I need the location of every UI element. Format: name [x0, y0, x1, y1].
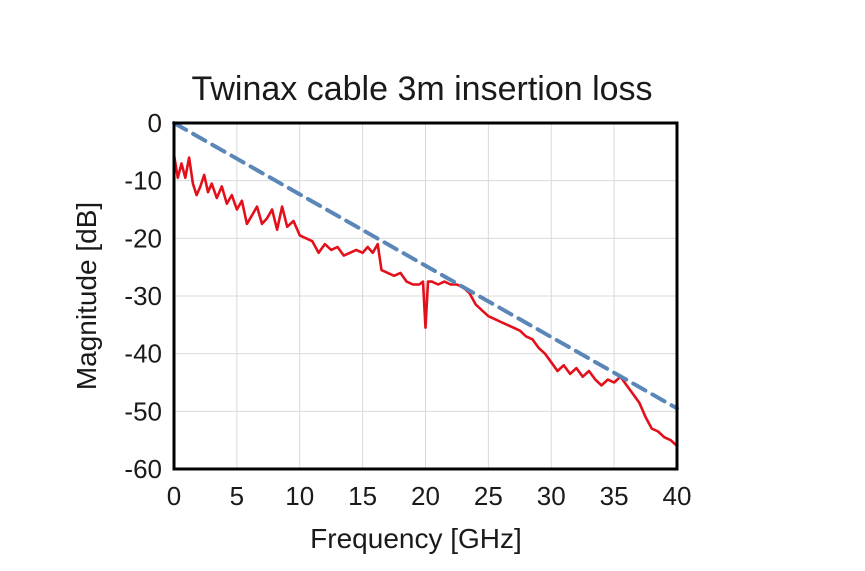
fit-line-dashed	[172, 121, 679, 411]
y-tick-label: -50	[124, 396, 162, 426]
x-tick-label: 25	[474, 481, 503, 511]
chart-title: Twinax cable 3m insertion loss	[191, 70, 652, 108]
x-tick-label: 35	[600, 481, 629, 511]
measured-loss-line	[172, 153, 679, 448]
y-tick-label: -20	[124, 223, 162, 253]
y-axis-label: Magnitude [dB]	[71, 202, 102, 390]
x-axis-label: Frequency [GHz]	[310, 523, 522, 554]
x-tick-label: 0	[167, 481, 181, 511]
x-tick-label: 10	[285, 481, 314, 511]
x-tick-label: 40	[663, 481, 692, 511]
x-tick-label: 15	[348, 481, 377, 511]
x-tick-label: 30	[537, 481, 566, 511]
y-tick-labels: 0 -10 -20 -30 -40 -50 -60	[124, 108, 162, 484]
y-tick-label: -30	[124, 281, 162, 311]
plot-series	[172, 121, 679, 448]
plot-frame	[172, 121, 679, 471]
y-tick-label: -40	[124, 339, 162, 369]
x-tick-label: 20	[411, 481, 440, 511]
x-tick-label: 5	[230, 481, 244, 511]
y-tick-label: -60	[124, 454, 162, 484]
y-tick-label: 0	[148, 108, 162, 138]
x-tick-labels: 0 5 10 15 20 25 30 35 40	[167, 481, 692, 511]
grid-lines	[174, 123, 677, 469]
y-tick-label: -10	[124, 166, 162, 196]
